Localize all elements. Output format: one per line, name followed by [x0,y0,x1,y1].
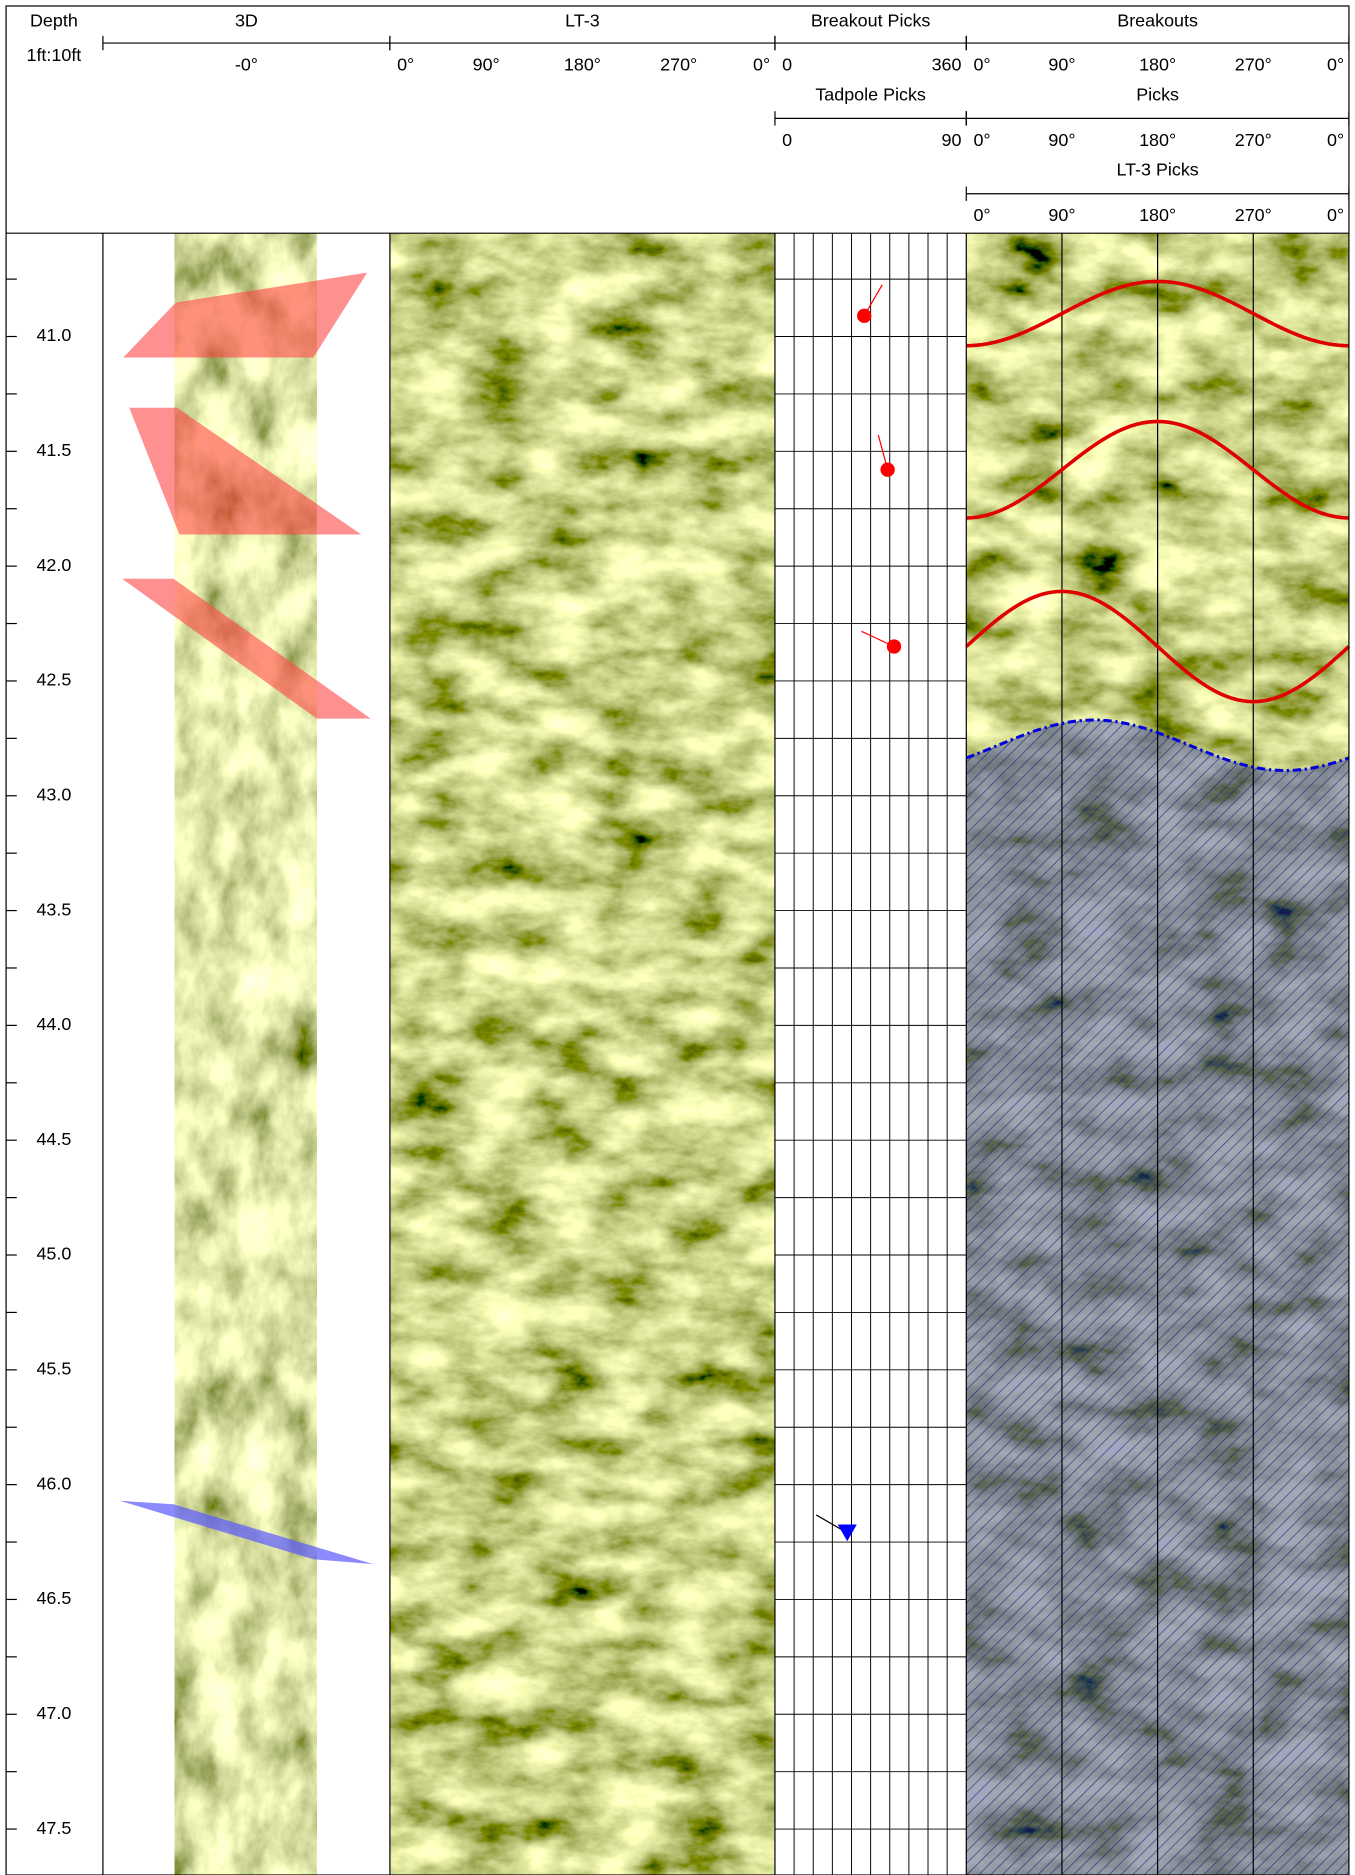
track-title: LT-3 Picks [1116,160,1198,180]
track-title: Tadpole Picks [815,84,926,104]
scale-label: 0° [973,130,990,150]
plane-3d [129,407,362,535]
tadpole [880,462,895,477]
depth-label: 43.5 [36,899,71,919]
scale-label: 270° [660,55,697,75]
scale-label: 0° [973,205,990,225]
plane-3d [123,272,368,358]
depth-label: 43.0 [36,784,71,804]
scale-label: 0° [1327,205,1344,225]
scale-label: 270° [1235,130,1272,150]
depth-scale: 1ft:10ft [26,45,81,65]
scale-label: 270° [1235,55,1272,75]
scale-label: 90° [1048,55,1075,75]
plane-3d [119,1500,374,1565]
depth-label: 41.5 [36,440,71,460]
scale-label: 180° [1139,205,1176,225]
scale-label: 0 [782,130,792,150]
depth-label: 47.0 [36,1703,71,1723]
depth-label: 44.5 [36,1129,71,1149]
scale-label: 0° [1327,55,1344,75]
scale-label: 180° [1139,55,1176,75]
scale-label: 360 [932,55,962,75]
sinusoid [966,279,1349,348]
tadpole [886,639,902,654]
picks: 41.0 41.5 42.0 42.5 43.0 43.5 44.0 44.5 45.0 45.5… [6,233,1351,1875]
tadpole [857,308,872,324]
tadpole [837,1524,857,1542]
scale-label: 90° [473,55,500,75]
sinusoid [965,718,1350,772]
scale-label: 90 [942,130,962,150]
scale-label: 0° [397,55,414,75]
scale-label: 0° [753,55,770,75]
depth-label: 44.0 [36,1014,71,1034]
track-title: Picks [1136,84,1179,104]
scale-label: 90° [1048,130,1075,150]
depth-label: 42.0 [36,555,71,575]
scale-label: 0° [973,55,990,75]
scale-label: 90° [1048,205,1075,225]
scale-label: -0° [235,55,258,75]
scale-label: 270° [1235,205,1272,225]
sinusoid [965,589,1351,704]
depth-label: 46.5 [36,1588,71,1608]
depth-label: 41.0 [36,325,71,345]
track-title: Breakouts [1117,10,1198,30]
depth-title: Depth [30,10,78,30]
depth-label: 45.5 [36,1359,71,1379]
depth-label: 46.0 [36,1473,71,1493]
tadpole-grid [774,233,967,1875]
scale-label: 180° [564,55,601,75]
scale-label: 0° [1327,130,1344,150]
track-title: Breakout Picks [811,10,931,30]
depth-label: 47.5 [36,1818,71,1838]
plane-3d [122,578,371,719]
lt3-image [389,233,775,1875]
depth-label: 45.0 [36,1244,71,1264]
sinusoid [966,419,1349,520]
scale-label: 0 [782,55,792,75]
track-title: 3D [235,10,258,30]
depth-label: 42.5 [36,670,71,690]
track-title: LT-3 [565,10,600,30]
scale-label: 180° [1139,130,1176,150]
